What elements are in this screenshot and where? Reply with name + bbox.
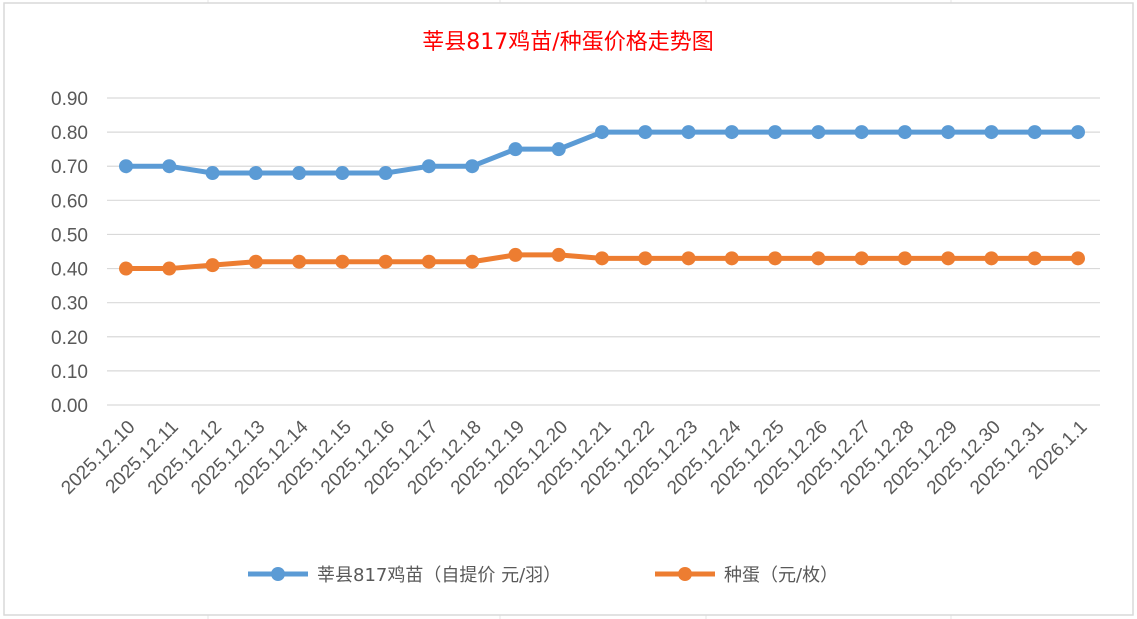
data-point (854, 125, 869, 140)
data-point (724, 251, 739, 266)
data-point (465, 159, 480, 174)
y-tick-label: 0.20 (51, 328, 88, 349)
data-point (768, 251, 783, 266)
data-point (119, 159, 133, 174)
data-point (205, 166, 220, 181)
data-point (248, 254, 263, 269)
y-tick-label: 0.30 (51, 294, 88, 315)
y-tick-label: 0.00 (51, 396, 88, 417)
data-point (162, 159, 177, 174)
data-point (724, 125, 739, 140)
data-point (638, 125, 653, 140)
y-tick-label: 0.60 (51, 191, 88, 212)
data-point (941, 125, 956, 140)
data-point (292, 254, 307, 269)
data-point (508, 247, 523, 262)
data-point (1027, 251, 1042, 266)
y-tick-label: 0.50 (51, 225, 88, 246)
series-group (119, 125, 1085, 276)
data-point (768, 125, 783, 140)
data-point (1071, 251, 1085, 266)
y-axis-ticks: 0.00 0.10 0.20 0.30 0.40 0.50 0.60 0.70 0.80 0.90 (51, 89, 88, 417)
y-tick-label: 0.80 (51, 123, 88, 144)
data-point (595, 251, 609, 266)
y-tick-label: 0.90 (51, 89, 88, 110)
data-point (681, 125, 696, 140)
data-point (465, 254, 480, 269)
data-point (421, 159, 436, 174)
y-tick-label: 0.70 (51, 157, 88, 178)
data-point (292, 166, 307, 181)
data-point (335, 254, 350, 269)
legend-marker (678, 567, 692, 581)
data-point (854, 251, 869, 266)
data-point (551, 247, 566, 262)
data-point (811, 125, 826, 140)
data-point (1071, 125, 1085, 140)
chart-area[interactable] (3, 2, 1134, 616)
data-point (897, 125, 912, 140)
data-point (984, 125, 999, 140)
data-point (1027, 125, 1042, 140)
chart-title: 莘县817鸡苗/种蛋价格走势图 (422, 30, 713, 55)
data-point (897, 251, 912, 266)
data-point (811, 251, 826, 266)
data-point (335, 166, 350, 181)
y-tick-label: 0.10 (51, 362, 88, 383)
data-point (508, 142, 523, 157)
legend-label: 莘县817鸡苗（自提价 元/羽） (317, 565, 561, 586)
data-point (984, 251, 999, 266)
data-point (162, 261, 177, 276)
data-point (681, 251, 696, 266)
data-point (595, 125, 609, 140)
data-point (638, 251, 653, 266)
y-tick-label: 0.40 (51, 260, 88, 281)
data-point (119, 261, 133, 276)
data-point (205, 258, 220, 273)
data-point (378, 254, 393, 269)
data-point (941, 251, 956, 266)
legend: 莘县817鸡苗（自提价 元/羽） 种蛋（元/枚） (248, 565, 838, 586)
legend-label: 种蛋（元/枚） (724, 565, 838, 586)
data-point (551, 142, 566, 157)
data-point (421, 254, 436, 269)
data-point (378, 166, 393, 181)
legend-marker (271, 567, 285, 581)
data-point (248, 166, 263, 181)
